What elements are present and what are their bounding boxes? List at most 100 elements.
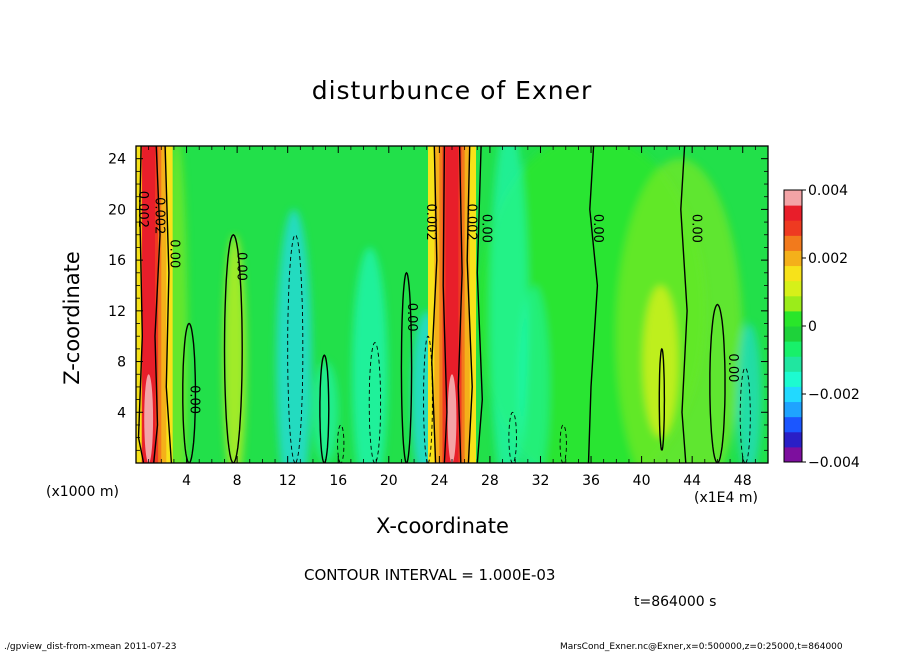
- contour-interval-label: CONTOUR INTERVAL = 1.000E-03: [304, 566, 556, 584]
- contour-label-7: 0.002: [463, 203, 478, 240]
- colorbar-swatch-9: [784, 310, 802, 327]
- x-tick-label-3: 16: [329, 473, 347, 489]
- colorbar-swatch-4: [784, 386, 802, 403]
- colorbar-tick-label-3: −0.002: [808, 387, 860, 403]
- contour-dashed-3: [508, 411, 517, 463]
- chart-title: disturbunce of Exner: [311, 76, 593, 105]
- left-column-band-4: [142, 146, 155, 463]
- colorbar-tick-label-0: 0.004: [808, 183, 848, 199]
- contour-solid-15: [658, 347, 666, 451]
- colorbar-swatch-17: [784, 190, 802, 206]
- colorbar-swatch-10: [784, 295, 802, 312]
- x-tick-label-10: 44: [683, 473, 701, 489]
- colorbar: 0.004 0.002 0 −0.002 −0.004: [783, 183, 860, 471]
- center-column-core: [447, 374, 457, 463]
- contour-solid-13: [680, 146, 688, 463]
- heatmap-field: [136, 146, 768, 463]
- y-tick-label-3: 16: [108, 253, 126, 269]
- contour-solid-8: [457, 146, 463, 463]
- colorbar-swatch-6: [784, 356, 802, 372]
- y-tick-label-0: 4: [117, 405, 126, 421]
- contour-solid-5: [400, 271, 413, 463]
- contour-dashed-0: [287, 234, 304, 463]
- field-blob-3: [276, 209, 312, 463]
- colorbar-tick-label-1: 0.002: [808, 251, 848, 267]
- contour-label-11: 0.00: [725, 353, 740, 382]
- colorbar-swatch-15: [784, 220, 802, 236]
- x-tick-label-9: 40: [633, 473, 651, 489]
- y-tick-label-4: 20: [108, 202, 126, 218]
- field-blob-8: [223, 234, 246, 463]
- contour-solid-3: [182, 322, 197, 463]
- colorbar-swatch-16: [784, 205, 802, 221]
- field-blob-11: [736, 323, 762, 463]
- contour-label-8: 0.00: [479, 214, 494, 243]
- contour-label-5: 0.00: [404, 303, 419, 332]
- contour-dashed-4: [559, 424, 567, 463]
- contour-solid-12: [587, 146, 599, 463]
- contour-solid-11: [319, 354, 330, 463]
- contour-label-9: 0.00: [590, 214, 605, 243]
- contour-solid-1: [153, 146, 161, 463]
- contour-solid-4: [223, 233, 243, 463]
- y-tick-label-5: 24: [108, 152, 126, 168]
- y-tick-label-1: 8: [117, 355, 126, 371]
- x-tick-label-5: 24: [430, 473, 448, 489]
- colorbar-swatch-7: [784, 341, 802, 357]
- contour-lines: [137, 146, 751, 463]
- x-tick-label-4: 20: [380, 473, 398, 489]
- contour-label-1: 0.002: [151, 197, 166, 234]
- contour-dashed-6: [337, 424, 345, 463]
- x-tick-label-6: 28: [481, 473, 499, 489]
- x-tick-label-7: 32: [532, 473, 550, 489]
- y-tick-label-2: 12: [108, 304, 126, 320]
- field-blob-10: [312, 361, 339, 463]
- contour-dashed-1: [368, 341, 382, 463]
- colorbar-swatch-1: [784, 431, 802, 448]
- field-blob-6: [489, 146, 528, 463]
- colorbar-swatch-3: [784, 401, 802, 418]
- x-tick-label-0: 4: [182, 473, 191, 489]
- x-tick-label-11: 48: [734, 473, 752, 489]
- colorbar-swatch-11: [784, 280, 802, 297]
- contour-solid-9: [466, 146, 473, 463]
- colorbar-tick-label-2: 0: [808, 319, 817, 335]
- footer-data-source: MarsCond_Exner.nc@Exner,x=0:500000,z=0:2…: [560, 642, 843, 652]
- field-blob-7: [518, 285, 550, 463]
- left-edge-band: [136, 146, 142, 463]
- contour-solid-0: [137, 146, 145, 463]
- contour-solid-14: [709, 303, 726, 463]
- footer-script-name: ./gpview_dist-from-xmean 2011-07-23: [4, 642, 177, 652]
- colorbar-swatch-13: [784, 250, 802, 267]
- contour-dashed-2: [423, 335, 433, 463]
- contour-dashed-5: [739, 367, 751, 463]
- time-label: t=864000 s: [634, 594, 717, 610]
- colorbar-swatch-2: [784, 416, 802, 433]
- contour-label-2: 0.00: [166, 239, 181, 268]
- x-tick-label-2: 12: [279, 473, 297, 489]
- contour-solid-7: [442, 146, 448, 463]
- contour-solid-10: [476, 146, 484, 463]
- x-axis-unit: (x1E4 m): [694, 490, 758, 506]
- contour-label-4: 0.00: [233, 252, 248, 281]
- x-tick-label-8: 36: [582, 473, 600, 489]
- left-column-core: [144, 374, 154, 463]
- colorbar-swatch-5: [784, 371, 802, 387]
- colorbar-swatch-8: [784, 326, 802, 342]
- contour-label-6: 0.002: [423, 203, 438, 240]
- field-blob-4: [352, 247, 388, 463]
- colorbar-swatch-0: [784, 446, 802, 463]
- colorbar-swatch-12: [784, 265, 802, 282]
- contour-label-3: 0.00: [187, 385, 202, 414]
- contour-solid-6: [431, 146, 438, 463]
- x-axis-label: X-coordinate: [376, 514, 509, 538]
- y-axis-unit: (x1000 m): [46, 484, 119, 500]
- colorbar-swatch-14: [784, 235, 802, 251]
- contour-label-10: 0.00: [688, 214, 703, 243]
- x-tick-label-1: 8: [233, 473, 242, 489]
- center-column-band-4: [445, 146, 459, 463]
- contour-solid-2: [164, 146, 173, 463]
